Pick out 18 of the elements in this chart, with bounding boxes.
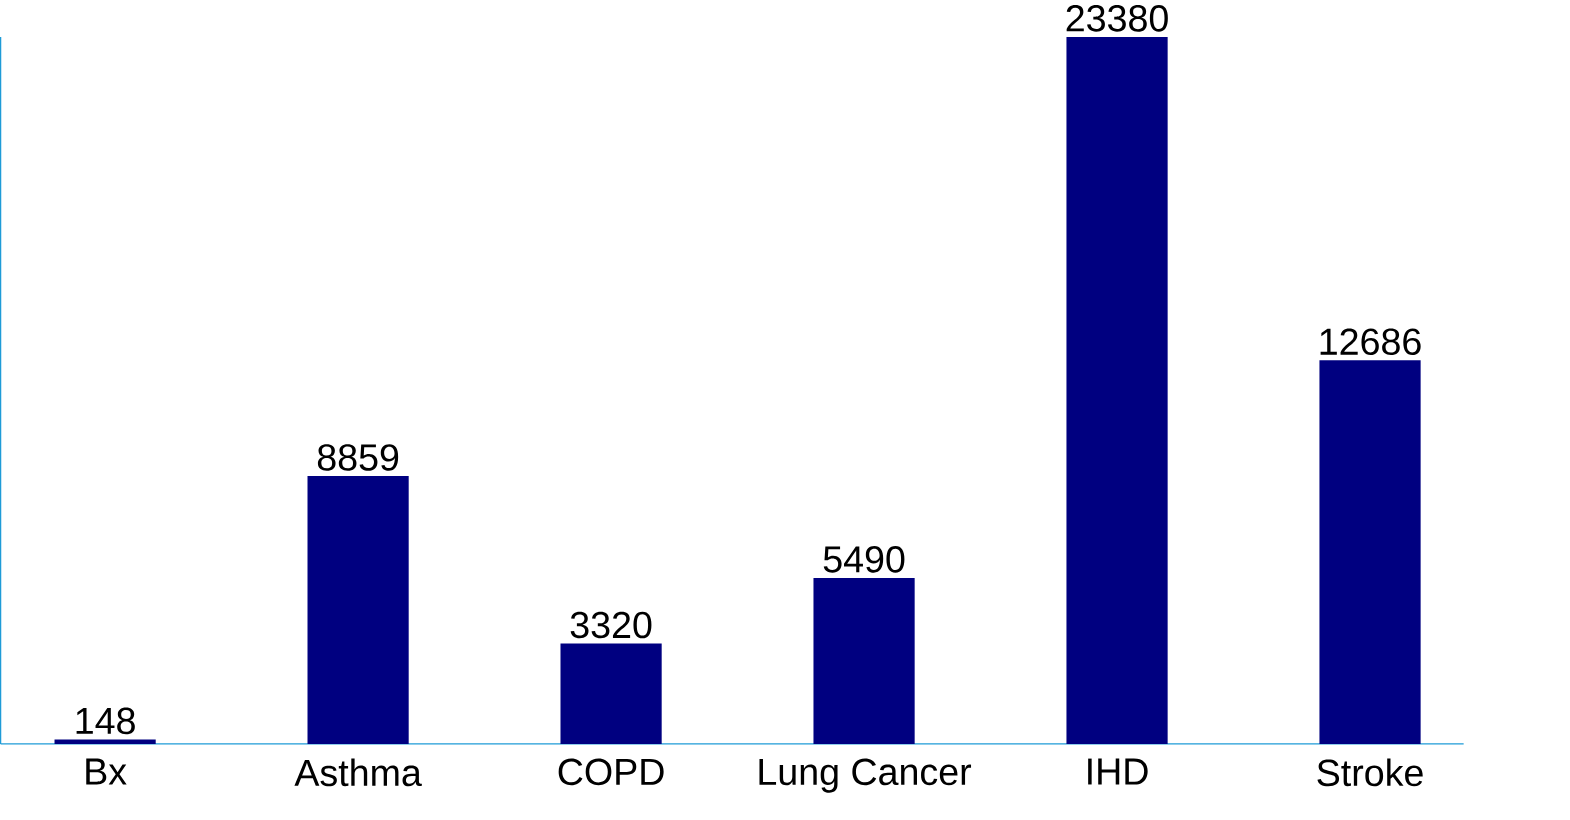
- bar: [307, 475, 409, 744]
- data-label: 8859: [317, 444, 399, 471]
- data-label: 5490: [823, 545, 905, 573]
- bar: [560, 643, 662, 744]
- bar: [1066, 36, 1168, 744]
- x-tick-label: Lung Cancer: [759, 758, 972, 793]
- x-tick-label: Asthma: [294, 758, 422, 787]
- bar: [54, 739, 156, 744]
- data-label: 3320: [570, 611, 652, 639]
- data-label: 12686: [1320, 328, 1421, 355]
- x-tick-label: COPD: [558, 758, 664, 786]
- data-label: 148: [76, 707, 135, 735]
- bar: [813, 577, 915, 744]
- x-tick-label: Bx: [86, 758, 127, 785]
- x-tick-label: IHD: [1088, 758, 1148, 785]
- data-label: 23380: [1066, 4, 1168, 32]
- bar: [1319, 360, 1421, 744]
- x-tick-label: Stroke: [1317, 758, 1423, 787]
